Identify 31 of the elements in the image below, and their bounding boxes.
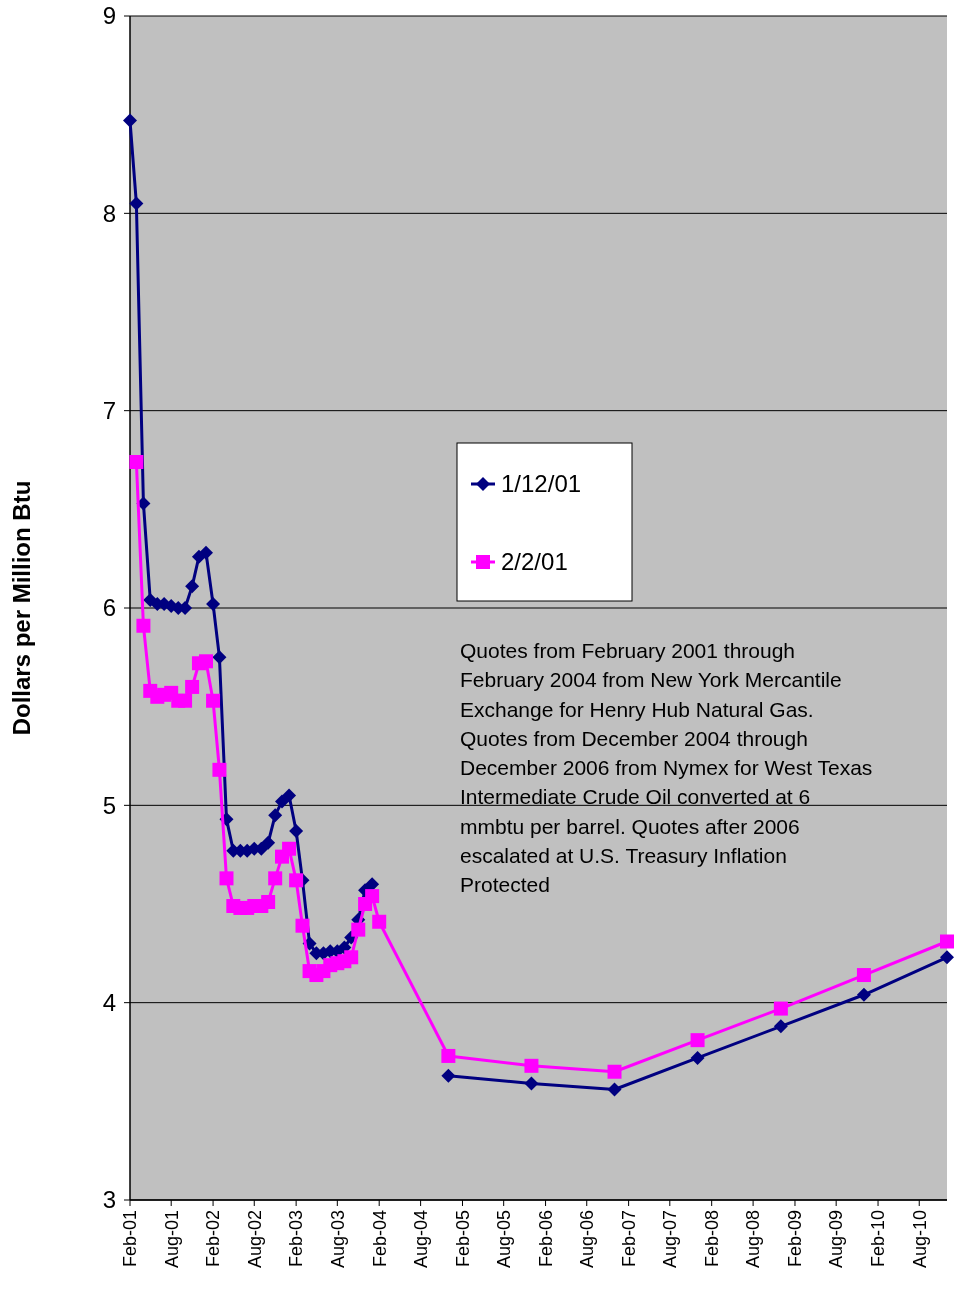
- y-axis-title: Dollars per Million Btu: [8, 480, 35, 736]
- x-tick-label: Feb-08: [701, 1210, 722, 1268]
- x-tick-label: Feb-03: [286, 1210, 307, 1268]
- x-tick-label: Feb-05: [452, 1210, 473, 1268]
- x-tick-label: Feb-06: [535, 1210, 556, 1268]
- y-tick-label: 6: [102, 594, 116, 622]
- legend-label: 1/12/01: [501, 470, 582, 498]
- legend-label: 2/2/01: [501, 548, 568, 576]
- x-tick-label: Aug-04: [410, 1210, 431, 1269]
- text: Quotes from February 2001 through February 2004 from New York Mercantile Exchange for Henry Hub Natural Gas. Quotes from December 2004 through December 2006 from Nymex for West Texas Intermediate Crude Oil converted at 6 mmbtu per barrel. Quotes after 2006 escalated at U.S. Treasury Inflation Protected: [460, 639, 873, 897]
- x-tick-label: Aug-07: [660, 1210, 681, 1269]
- y-tick-label: 9: [102, 2, 116, 30]
- x-tick-label: Aug-02: [244, 1210, 265, 1269]
- x-tick-label: Feb-02: [203, 1210, 224, 1268]
- y-tick-label: 8: [102, 199, 116, 227]
- x-tick-label: Feb-07: [618, 1210, 639, 1268]
- x-tick-label: Aug-09: [826, 1210, 847, 1269]
- x-tick-label: Aug-05: [493, 1210, 514, 1269]
- x-tick-label: Aug-10: [909, 1210, 930, 1269]
- x-tick-label: Feb-04: [369, 1210, 390, 1268]
- y-tick-label: 5: [102, 791, 116, 819]
- x-tick-label: Aug-08: [743, 1210, 764, 1269]
- y-tick-label: 4: [102, 989, 116, 1017]
- x-tick-label: Aug-03: [327, 1210, 348, 1269]
- x-tick-label: Aug-06: [577, 1210, 598, 1269]
- x-tick-label: Feb-01: [120, 1210, 141, 1268]
- x-tick-label: Feb-09: [785, 1210, 806, 1268]
- y-tick-label: 3: [102, 1186, 116, 1214]
- x-tick-label: Feb-10: [868, 1210, 889, 1268]
- x-tick-label: Aug-01: [161, 1210, 182, 1269]
- y-tick-label: 7: [102, 397, 116, 425]
